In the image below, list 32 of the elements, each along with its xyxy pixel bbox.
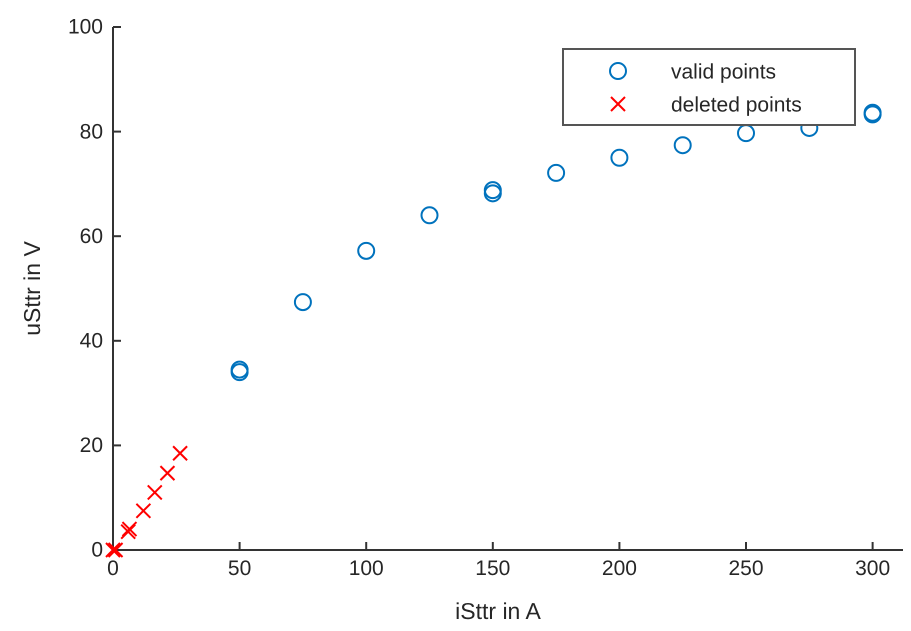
- point: [357, 242, 376, 260]
- y-tick-label: 80: [80, 120, 103, 144]
- point: [294, 293, 312, 312]
- y-tick-label: 60: [80, 224, 103, 248]
- point: [105, 542, 121, 558]
- y-axis-title: uSttr in V: [19, 240, 45, 336]
- point: [484, 184, 502, 202]
- point: [610, 148, 628, 167]
- x-tick-label: 0: [107, 556, 119, 580]
- legend-label: deleted points: [671, 93, 802, 116]
- x-tick-label: 100: [348, 556, 384, 580]
- point: [420, 206, 439, 224]
- y-tick-label: 100: [68, 16, 103, 39]
- point: [547, 164, 566, 182]
- x-tick-label: 300: [855, 556, 890, 580]
- point: [737, 124, 756, 142]
- x-axis-title: iSttr in A: [455, 598, 542, 624]
- point: [108, 542, 124, 558]
- point: [484, 181, 502, 200]
- point: [159, 465, 176, 482]
- x-tick-label: 250: [728, 556, 764, 580]
- legend-label: valid points: [671, 60, 776, 84]
- y-tick-label: 20: [80, 434, 103, 458]
- point: [146, 484, 163, 500]
- x-tick-label: 200: [602, 556, 637, 580]
- x-tick-label: 150: [475, 556, 510, 580]
- point: [172, 445, 188, 462]
- x-tick-label: 50: [228, 556, 252, 580]
- point: [135, 502, 152, 519]
- point: [674, 136, 692, 154]
- y-tick-label: 0: [91, 538, 103, 562]
- y-tick-label: 40: [80, 330, 103, 353]
